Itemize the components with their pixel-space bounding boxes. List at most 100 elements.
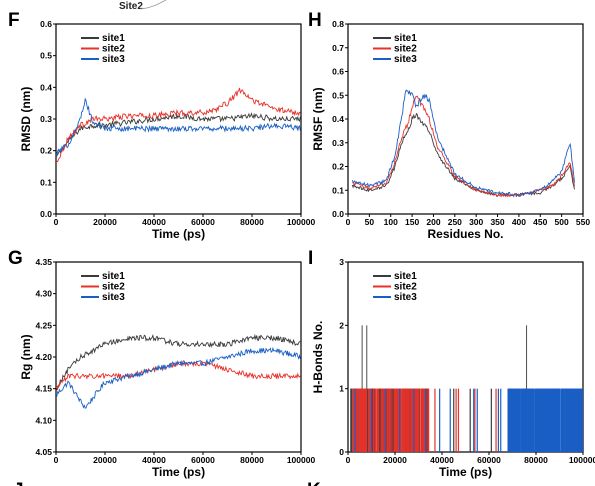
series-line-site2 bbox=[56, 359, 301, 391]
series-line-site1 bbox=[56, 112, 301, 157]
series-line-site3 bbox=[351, 89, 575, 197]
y-tick-label: 0.3 bbox=[40, 114, 52, 124]
y-tick-label: 0 bbox=[339, 447, 344, 457]
y-tick-label: 0.6 bbox=[40, 19, 52, 29]
plot-area bbox=[56, 333, 301, 409]
panel-letter-J: J bbox=[13, 480, 24, 486]
x-tick-label: 200 bbox=[426, 217, 440, 227]
x-axis-title: Time (ps) bbox=[152, 227, 205, 241]
panel-letter-H: H bbox=[308, 10, 322, 31]
legend-label-site3: site3 bbox=[102, 54, 125, 65]
x-tick-label: 0 bbox=[346, 455, 351, 465]
plot-area bbox=[351, 89, 575, 198]
plot-area bbox=[56, 87, 301, 163]
legend-label-site1: site1 bbox=[394, 271, 417, 282]
y-tick-label: 0.5 bbox=[332, 90, 344, 100]
series-line-site1 bbox=[351, 112, 575, 198]
x-tick-label: 0 bbox=[54, 217, 59, 227]
plot-area bbox=[350, 325, 583, 452]
panel-F-rmsd-chart: F 0.0 0.1 0.2 0.3 0.4 0.5 0.6 0 20000 40000 60000 80… bbox=[8, 10, 315, 241]
legend-label-site2: site2 bbox=[102, 282, 125, 293]
series-line-site3 bbox=[56, 346, 301, 409]
y-tick-label: 0.4 bbox=[332, 114, 344, 124]
x-tick-label: 100000 bbox=[569, 455, 595, 465]
x-tick-label: 60000 bbox=[477, 455, 501, 465]
y-tick-label: 1 bbox=[339, 384, 344, 394]
legend-label-site1: site1 bbox=[102, 271, 125, 282]
y-tick-label: 4.25 bbox=[35, 320, 52, 330]
legend-label-site1: site1 bbox=[102, 33, 125, 44]
y-tick-label: 0.5 bbox=[40, 51, 52, 61]
x-axis-title: Residues No. bbox=[427, 227, 503, 241]
x-tick-label: 250 bbox=[448, 217, 462, 227]
x-tick-label: 80000 bbox=[524, 455, 548, 465]
y-tick-label: 0.8 bbox=[332, 19, 344, 29]
header-site2-underline bbox=[139, 0, 167, 10]
x-tick-label: 550 bbox=[576, 217, 590, 227]
y-tick-label: 0.1 bbox=[40, 177, 52, 187]
y-tick-label: 4.10 bbox=[35, 415, 52, 425]
x-tick-label: 100000 bbox=[287, 217, 316, 227]
x-tick-label: 500 bbox=[555, 217, 569, 227]
legend-label-site2: site2 bbox=[102, 44, 125, 55]
x-tick-label: 100 bbox=[384, 217, 398, 227]
x-tick-label: 20000 bbox=[383, 455, 407, 465]
y-tick-label: 0.7 bbox=[332, 43, 344, 53]
y-tick-label: 0.4 bbox=[40, 82, 52, 92]
y-axis-title: RMSD (nm) bbox=[19, 87, 33, 152]
y-tick-label: 2 bbox=[339, 320, 344, 330]
x-tick-label: 20000 bbox=[93, 217, 117, 227]
y-tick-label: 0.3 bbox=[332, 138, 344, 148]
x-tick-label: 300 bbox=[469, 217, 483, 227]
x-tick-label: 350 bbox=[490, 217, 504, 227]
x-tick-label: 80000 bbox=[240, 217, 264, 227]
plot-frame bbox=[55, 261, 302, 453]
series-line-site2 bbox=[56, 87, 301, 163]
x-tick-label: 40000 bbox=[142, 455, 166, 465]
x-tick-label: 400 bbox=[512, 217, 526, 227]
series-line-site1 bbox=[56, 333, 301, 391]
x-tick-label: 0 bbox=[346, 217, 351, 227]
y-tick-label: 0.6 bbox=[332, 67, 344, 77]
panel-letter-F: F bbox=[8, 10, 20, 31]
series-line-site3 bbox=[56, 97, 301, 158]
x-axis-title: Time (ps) bbox=[152, 465, 205, 479]
series-bars-site3 bbox=[354, 388, 583, 452]
x-tick-label: 80000 bbox=[240, 455, 264, 465]
legend-label-site2: site2 bbox=[394, 44, 417, 55]
x-tick-label: 450 bbox=[533, 217, 547, 227]
legend-label-site3: site3 bbox=[394, 54, 417, 65]
panel-letter-G: G bbox=[8, 248, 23, 269]
panel-G-rg-chart: G 4.05 4.10 4.15 4.20 4.25 4.30 4.35 0 20000 40000… bbox=[8, 248, 315, 479]
y-tick-label: 0.0 bbox=[332, 209, 344, 219]
x-tick-label: 60000 bbox=[191, 217, 215, 227]
panel-letter-K: K bbox=[307, 480, 321, 486]
panel-I-hbonds-chart: I 0 1 2 3 0 20000 40000 60000 80000 100000 Time (ps… bbox=[308, 248, 595, 479]
x-tick-label: 150 bbox=[405, 217, 419, 227]
x-tick-label: 60000 bbox=[191, 455, 215, 465]
y-tick-label: 4.35 bbox=[35, 257, 52, 267]
y-tick-label: 3 bbox=[339, 257, 344, 267]
legend-label-site3: site3 bbox=[394, 292, 417, 303]
panel-letter-I: I bbox=[308, 248, 313, 269]
series-line-site2 bbox=[352, 95, 575, 198]
y-axis-title: Rg (nm) bbox=[19, 334, 33, 379]
y-tick-label: 0.2 bbox=[40, 146, 52, 156]
y-tick-label: 4.15 bbox=[35, 384, 52, 394]
plot-frame bbox=[347, 261, 584, 453]
header-site2-label: Site2 bbox=[119, 1, 143, 12]
legend-label-site1: site1 bbox=[394, 33, 417, 44]
y-axis-title: H-Bonds No. bbox=[311, 321, 325, 394]
x-tick-label: 40000 bbox=[430, 455, 454, 465]
y-axis-title: RMSF (nm) bbox=[311, 87, 325, 150]
y-tick-label: 4.05 bbox=[35, 447, 52, 457]
panel-H-rmsf-chart: H 0.0 0.1 0.2 0.3 0.4 0.5 0.6 0.7 0.8 0 50 100 150 200… bbox=[308, 10, 590, 241]
x-tick-label: 50 bbox=[365, 217, 375, 227]
legend-label-site2: site2 bbox=[394, 282, 417, 293]
x-axis-title: Time (ps) bbox=[439, 465, 492, 479]
y-tick-label: 4.20 bbox=[35, 352, 52, 362]
legend-label-site3: site3 bbox=[102, 292, 125, 303]
y-tick-label: 0.1 bbox=[332, 185, 344, 195]
